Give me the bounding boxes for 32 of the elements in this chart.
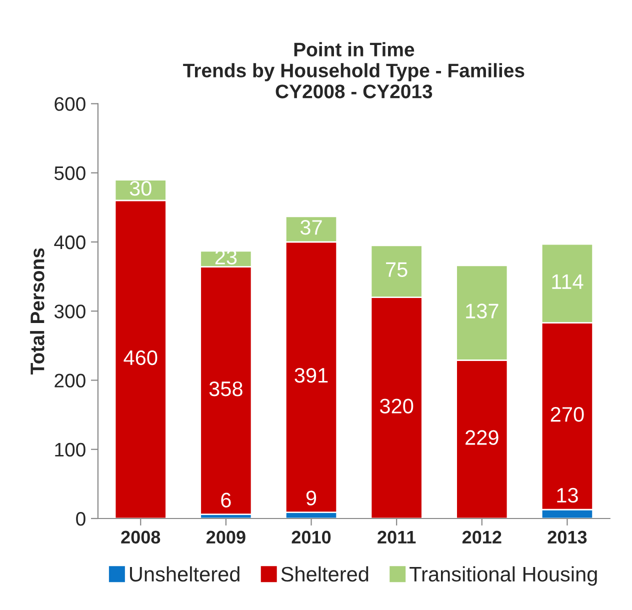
data-label: 229	[466, 430, 498, 445]
y-tick-label: 300	[54, 304, 86, 318]
data-label: 460	[124, 350, 158, 366]
x-tick-label: 2008	[121, 530, 160, 544]
x-tick-label: 2010	[292, 530, 331, 544]
y-tick-label: 600	[54, 97, 86, 111]
data-label: 75	[386, 262, 408, 277]
y-axis-title: Total Persons	[30, 248, 44, 374]
data-label: 270	[550, 407, 584, 422]
data-label: 320	[380, 398, 414, 414]
data-label: 37	[300, 220, 322, 235]
data-label: 137	[466, 304, 498, 318]
data-label: 30	[130, 180, 152, 196]
x-tick-label: 2009	[206, 530, 246, 544]
data-label: 6	[221, 492, 231, 508]
legend-label: Sheltered	[281, 566, 368, 582]
legend-label: Unsheltered	[130, 566, 240, 582]
y-tick-label: 200	[54, 374, 86, 388]
x-tick-label: 2011	[378, 530, 416, 544]
y-tick-label: 500	[54, 166, 86, 180]
data-label: 9	[306, 490, 316, 506]
data-label: 391	[294, 368, 328, 383]
y-tick-label: 0	[76, 512, 86, 526]
data-label: 358	[209, 381, 242, 396]
x-tick-label: 2013	[548, 530, 587, 544]
y-tick-label: 400	[54, 235, 86, 250]
y-tick-label: 100	[55, 442, 86, 457]
x-tick-label: 2012	[462, 530, 502, 544]
data-label: 13	[557, 488, 578, 503]
data-label: 114	[552, 274, 584, 289]
chart-title: Point in Time Trends by Household Type - Families CY2008 - CY2013	[183, 42, 524, 98]
legend-label: Transitional Housing	[410, 566, 597, 586]
